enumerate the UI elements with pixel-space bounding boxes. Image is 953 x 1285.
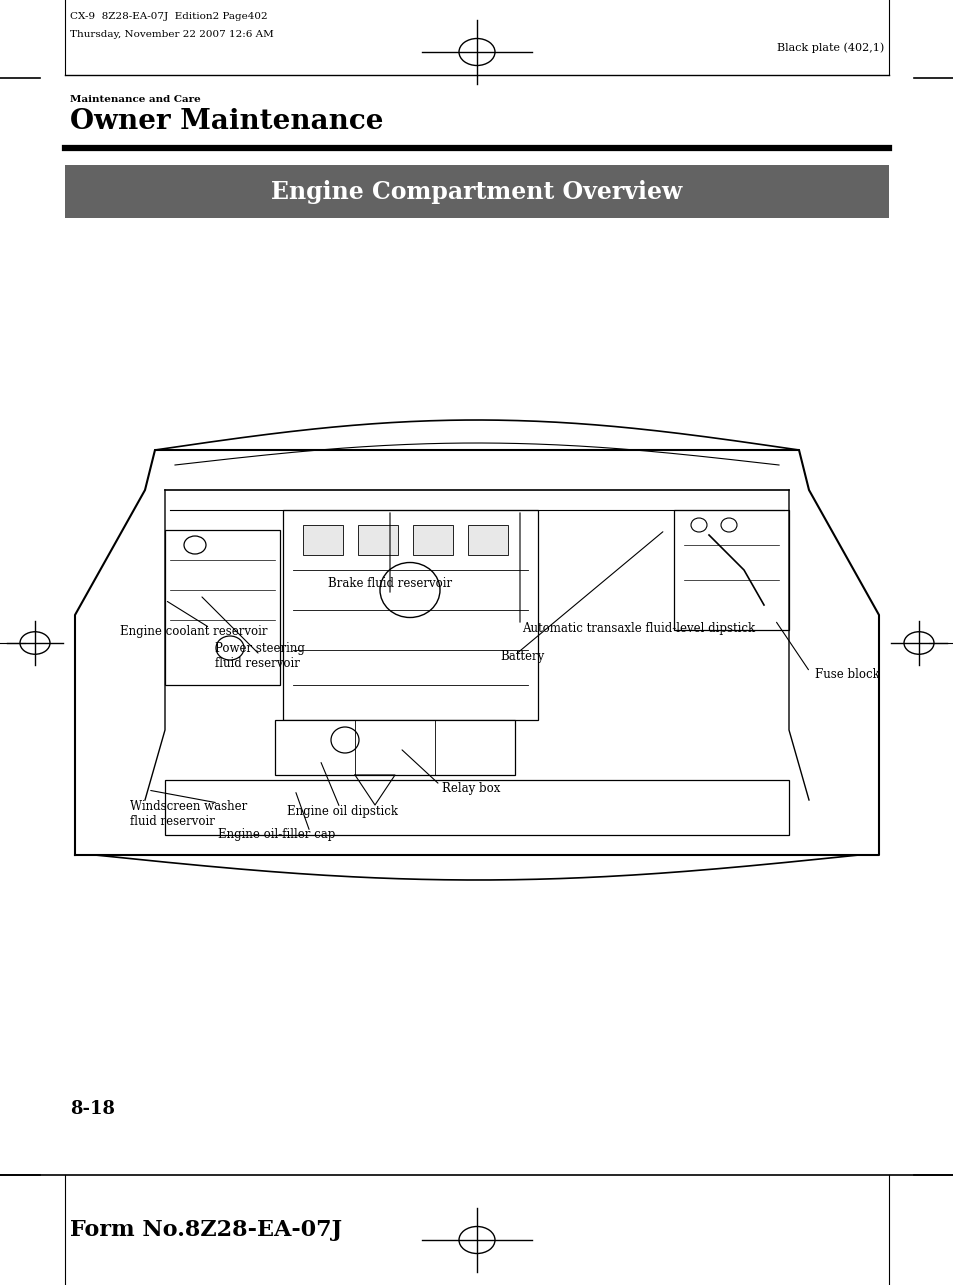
Text: Engine Compartment Overview: Engine Compartment Overview	[271, 180, 682, 203]
Text: Windscreen washer
fluid reservoir: Windscreen washer fluid reservoir	[130, 801, 247, 828]
Text: Engine oil dipstick: Engine oil dipstick	[287, 804, 397, 819]
Text: Power steering
fluid reservoir: Power steering fluid reservoir	[214, 642, 305, 669]
Bar	[357, 526, 397, 555]
Text: CX-9  8Z28-EA-07J  Edition2 Page402: CX-9 8Z28-EA-07J Edition2 Page402	[70, 12, 268, 21]
Bar	[274, 720, 515, 775]
Bar	[413, 526, 453, 555]
Text: Brake fluid reservoir: Brake fluid reservoir	[328, 577, 452, 590]
Bar	[303, 526, 343, 555]
Text: Automatic transaxle fluid-level dipstick: Automatic transaxle fluid-level dipstick	[521, 622, 755, 635]
Bar	[165, 780, 788, 835]
Text: Engine oil-filler cap: Engine oil-filler cap	[218, 828, 335, 840]
Bar	[165, 529, 280, 685]
Bar	[65, 164, 888, 218]
Bar	[673, 510, 788, 630]
Text: Maintenance and Care: Maintenance and Care	[70, 95, 200, 104]
Text: 8-18: 8-18	[70, 1100, 115, 1118]
Text: Engine coolant reservoir: Engine coolant reservoir	[120, 625, 267, 637]
Text: Relay box: Relay box	[441, 783, 500, 795]
Text: Thursday, November 22 2007 12:6 AM: Thursday, November 22 2007 12:6 AM	[70, 30, 274, 39]
Text: Fuse block: Fuse block	[814, 668, 879, 681]
Bar	[468, 526, 507, 555]
Text: Owner Maintenance: Owner Maintenance	[70, 108, 383, 135]
Text: Black plate (402,1): Black plate (402,1)	[776, 42, 883, 53]
Bar	[283, 510, 537, 720]
Text: Form No.8Z28-EA-07J: Form No.8Z28-EA-07J	[70, 1219, 342, 1241]
Text: Battery: Battery	[499, 650, 543, 663]
